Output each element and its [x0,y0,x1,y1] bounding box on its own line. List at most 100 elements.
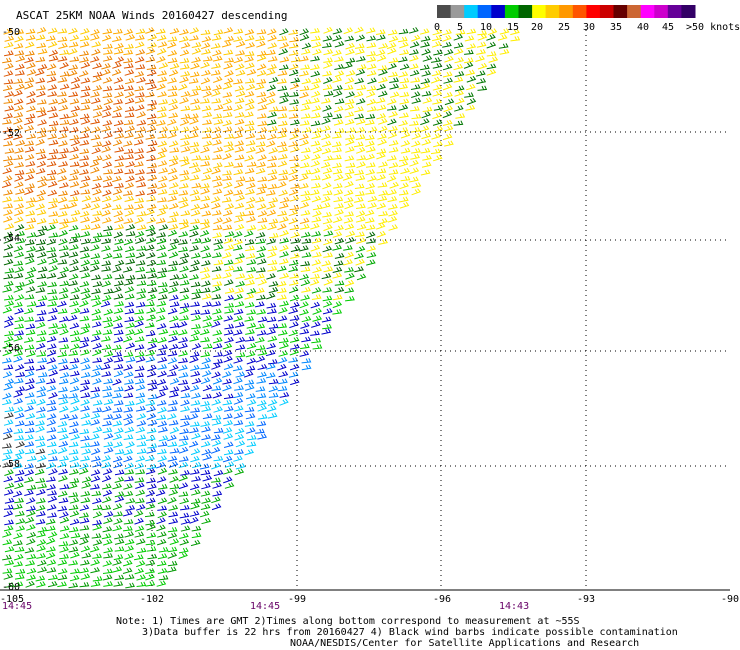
wind-barb [366,251,377,258]
wind-barb [233,405,244,412]
wind-barb [34,468,45,476]
wind-barb [453,63,463,71]
wind-barb [167,229,178,237]
wind-barb [56,168,67,175]
wind-barb [332,49,342,57]
wind-barb [299,28,310,36]
wind-barb [177,329,188,336]
wind-barb [179,497,190,505]
wind-barb [156,378,167,386]
wind-barb [189,274,199,281]
wind-barb [145,573,155,581]
wind-barb [58,229,68,237]
wind-barb [399,182,409,190]
wind-barb [212,329,223,336]
wind-barb [45,518,56,525]
wind-barb [157,197,167,203]
wind-barb [378,161,388,168]
wind-barb [453,76,464,83]
wind-barb [134,230,145,238]
wind-barb [257,104,268,111]
wind-barb [57,97,68,105]
wind-barb [57,568,68,575]
wind-barb [135,237,145,244]
wind-barb [199,203,210,210]
wind-barb [47,189,58,197]
wind-barb [59,413,70,420]
wind-barb [387,216,398,223]
wind-barb [222,170,232,176]
wind-barb [114,280,124,287]
wind-barb [13,398,24,405]
wind-barb [290,301,300,309]
wind-barb [113,400,124,406]
wind-barb [222,378,232,385]
wind-barb [431,40,442,48]
wind-barb [277,70,288,76]
wind-barb [387,196,398,203]
wind-barb [145,330,156,337]
wind-barb [68,546,79,553]
wind-barb [13,581,24,588]
wind-barb [443,105,453,113]
wind-barb [68,175,79,181]
wind-barb [37,266,48,273]
wind-barb [178,446,189,454]
wind-barb [378,90,388,98]
wind-barb [68,582,79,589]
wind-barb [235,344,246,351]
wind-barb [389,181,400,189]
wind-barb [378,210,389,217]
wind-barb [268,76,279,84]
wind-barb [279,92,290,98]
wind-barb [35,425,45,433]
wind-barb [323,278,334,286]
wind-barb [257,258,267,265]
wind-barb [178,357,188,364]
wind-barb [256,54,267,62]
wind-barb [155,315,166,322]
wind-barb [464,49,474,55]
wind-barb [46,357,57,364]
wind-barb [134,71,145,78]
wind-barb [235,273,246,279]
wind-barb [59,113,70,120]
wind-barb [310,70,321,78]
wind-barb [91,315,102,321]
wind-barb [233,244,243,251]
wind-barb [2,554,12,561]
wind-barb [80,287,91,294]
wind-barb [202,111,213,118]
wind-barb [47,133,58,140]
wind-barb [146,427,157,434]
wind-barb [92,85,103,92]
wind-barb [69,330,80,337]
wind-barb [24,82,34,90]
wind-barb [378,125,388,133]
wind-barb [3,364,14,370]
wind-barb [136,560,146,568]
wind-barb [398,71,409,78]
wind-barb [134,567,145,575]
wind-barb [80,104,91,111]
wind-barb [312,210,322,218]
wind-barb [47,405,57,412]
wind-barb [57,447,68,454]
wind-barb [158,204,169,211]
wind-barb [135,426,146,434]
wind-barb [134,161,144,168]
wind-barb [200,309,211,315]
wind-barb [46,336,57,343]
wind-barb [211,266,222,272]
wind-barb [256,134,266,140]
wind-barb [80,392,91,399]
wind-barb [224,244,235,251]
wind-barb [354,183,365,189]
wind-barb [409,41,420,48]
wind-barb [202,454,213,461]
wind-barb [146,477,156,484]
wind-barb [222,252,232,259]
wind-barb [365,90,376,98]
wind-barb [255,147,266,154]
wind-barb [124,545,135,552]
